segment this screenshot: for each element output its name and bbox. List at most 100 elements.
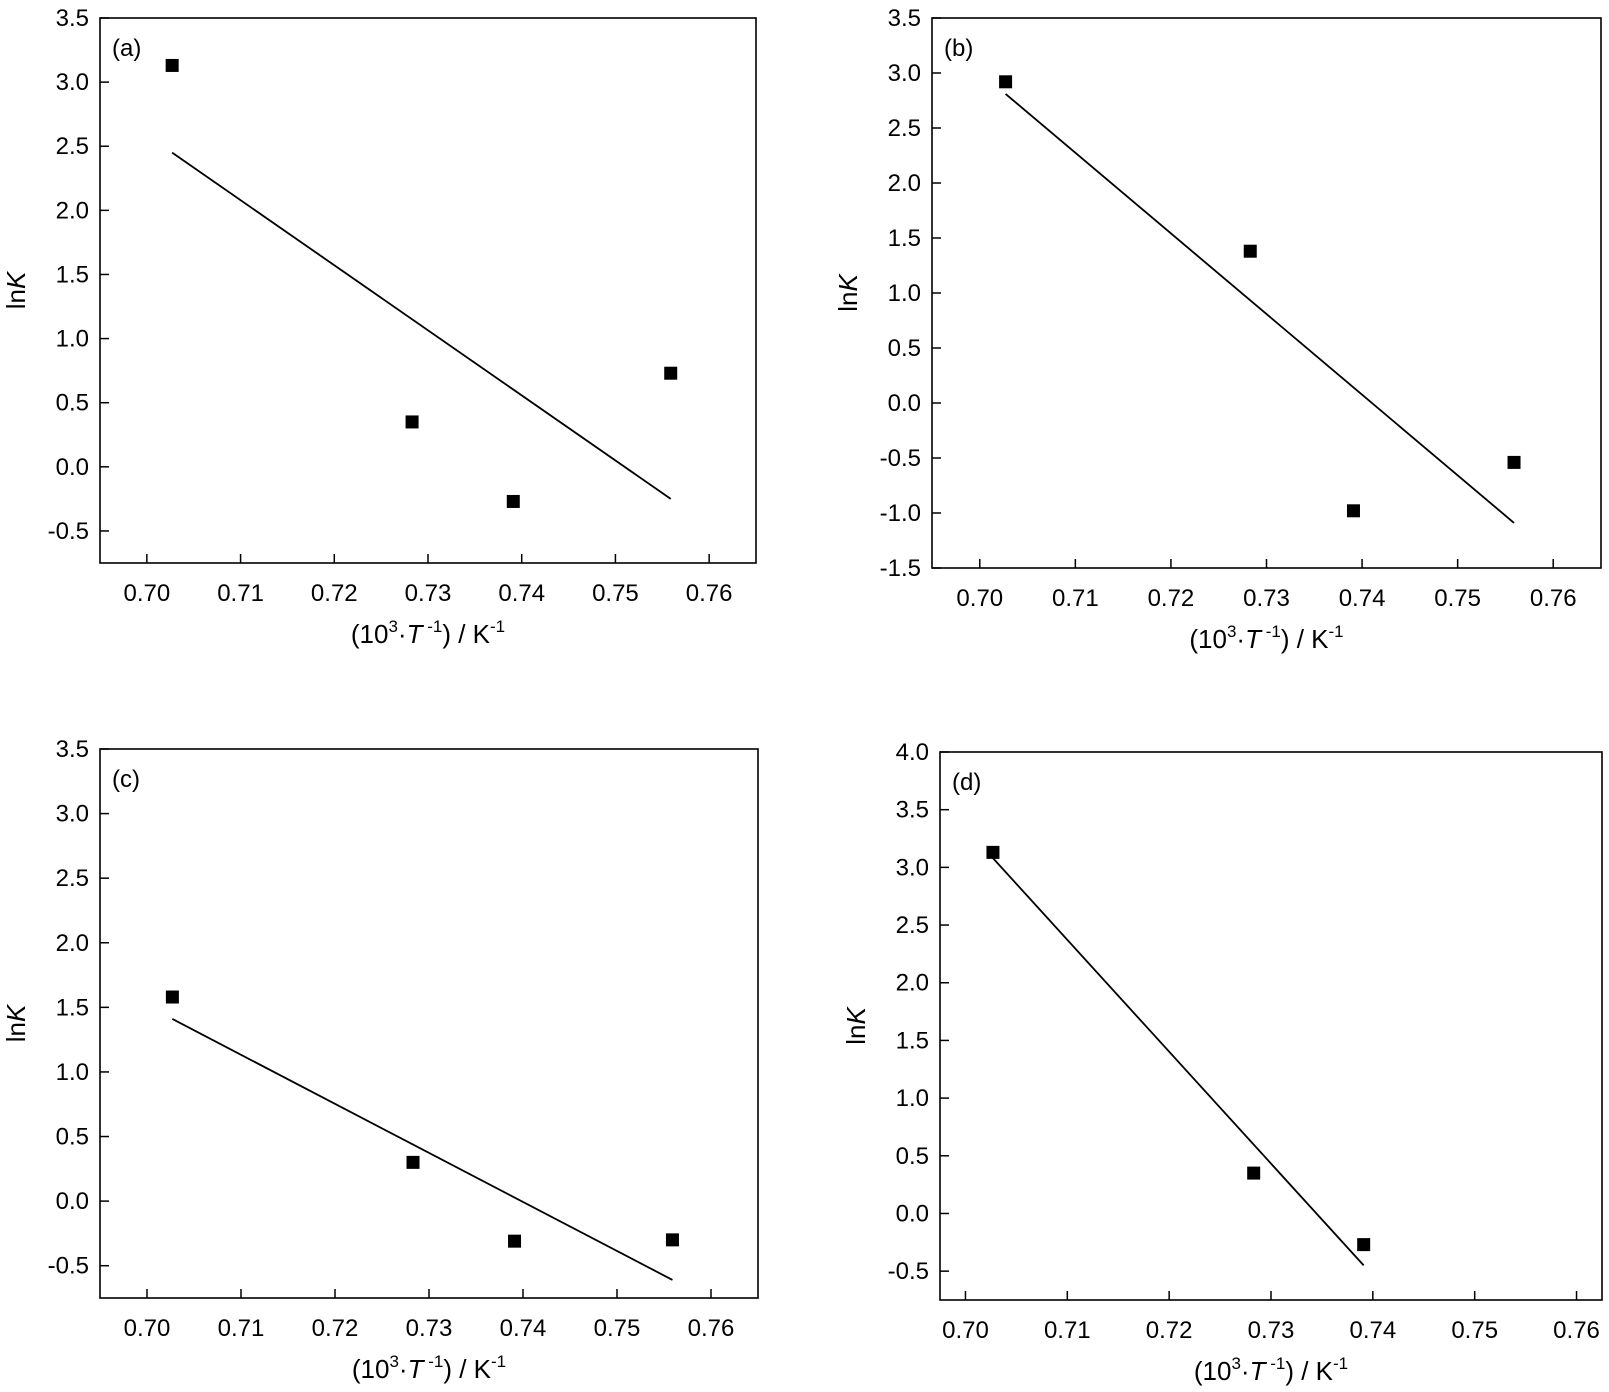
x-axis-label-exponent-2: -1: [423, 1352, 443, 1371]
y-axis-label: lnK: [1, 270, 31, 309]
x-tick-label: 0.75: [1434, 585, 1481, 612]
x-tick-label: 0.70: [124, 1315, 171, 1342]
data-point: [1346, 504, 1360, 518]
x-axis-label: (103·T -1) / K-1: [1194, 1354, 1348, 1386]
x-axis-label-open: (10: [351, 619, 389, 649]
y-tick-label: 1.5: [896, 1027, 929, 1054]
x-axis-label-exponent: 3: [1227, 622, 1236, 641]
y-axis-label: lnK: [833, 273, 863, 312]
data-point: [665, 1233, 679, 1247]
y-tick-label: 2.5: [56, 133, 89, 160]
y-tick-label: 0.0: [56, 1188, 89, 1215]
y-tick-label: 0.0: [888, 390, 921, 417]
x-tick-label: 0.76: [1530, 585, 1577, 612]
data-point: [406, 1155, 420, 1169]
y-tick-label: 3.5: [888, 5, 921, 32]
y-tick-label: 1.5: [56, 261, 89, 288]
data-point: [405, 415, 419, 429]
y-tick-label: 1.0: [56, 1059, 89, 1086]
y-axis-label-prefix: ln: [1, 289, 31, 309]
x-tick-label: 0.73: [405, 580, 452, 607]
y-tick-label: 3.0: [56, 801, 89, 828]
y-tick-label: -0.5: [48, 1253, 89, 1280]
y-tick-label: 3.0: [896, 854, 929, 881]
x-axis-label-unit: ) / K: [443, 1354, 491, 1384]
data-point: [664, 366, 678, 380]
fit-line: [992, 857, 1365, 1266]
x-tick-label: 0.71: [1052, 585, 1099, 612]
data-point: [999, 75, 1013, 89]
panel-label: (b): [944, 35, 973, 62]
x-axis-label: (103·T -1) / K-1: [351, 617, 505, 649]
y-axis-label-variable: K: [833, 273, 863, 292]
y-tick-label: 4.0: [896, 739, 929, 766]
y-axis-label-variable: K: [1, 270, 31, 289]
y-tick-label: 2.0: [56, 197, 89, 224]
x-axis-label-unit-exponent: -1: [491, 1352, 506, 1371]
x-axis-label-unit-exponent: -1: [1329, 622, 1344, 641]
data-point: [508, 1234, 522, 1248]
y-tick-label: 3.5: [896, 797, 929, 824]
x-tick-label: 0.74: [1349, 1317, 1396, 1344]
y-tick-label: -1.5: [880, 555, 921, 582]
x-axis-label-exponent-2: -1: [1261, 622, 1281, 641]
fit-line: [171, 151, 672, 500]
x-axis-label-dot: ·: [1241, 1356, 1250, 1386]
panel-label: (a): [112, 35, 141, 62]
x-axis-label-unit: ) / K: [1285, 1356, 1333, 1386]
x-tick-label: 0.73: [406, 1315, 453, 1342]
y-tick-label: 1.5: [888, 225, 921, 252]
x-tick-label: 0.75: [594, 1315, 641, 1342]
data-point: [1357, 1238, 1371, 1252]
x-tick-label: 0.72: [1148, 585, 1195, 612]
data-point: [986, 845, 1000, 859]
y-axis-label-prefix: ln: [841, 1025, 871, 1045]
x-axis-label-dot: ·: [399, 1354, 408, 1384]
x-axis-label-exponent: 3: [1231, 1354, 1240, 1373]
x-axis-label-unit: ) / K: [442, 619, 490, 649]
fit-line: [1005, 93, 1515, 524]
x-axis-label-open: (10: [1189, 624, 1227, 654]
y-tick-label: -0.5: [880, 445, 921, 472]
x-tick-label: 0.70: [123, 580, 170, 607]
x-axis-label-variable: T: [408, 1354, 426, 1384]
y-tick-label: 1.0: [888, 280, 921, 307]
x-tick-label: 0.71: [1044, 1317, 1091, 1344]
x-tick-label: 0.71: [217, 580, 264, 607]
x-axis-label-variable: T: [1245, 624, 1263, 654]
x-tick-label: 0.75: [1451, 1317, 1498, 1344]
x-tick-label: 0.72: [311, 580, 358, 607]
plot-frame: [931, 17, 1602, 569]
data-point: [1243, 244, 1257, 258]
x-axis-label-unit-exponent: -1: [1333, 1354, 1348, 1373]
y-axis-label: lnK: [1, 1003, 31, 1042]
y-tick-label: 0.5: [56, 1124, 89, 1151]
x-axis-label-exponent-2: -1: [422, 617, 442, 636]
panel-2: 0.70 0.71 0.72 0.73 0.74 0.75 0.76 -0.5 0.0 0.5 1.…: [1, 736, 759, 1384]
panel-1: 0.70 0.71 0.72 0.73 0.74 0.75 0.76 -1.5 -1.0 -0.5…: [833, 5, 1602, 654]
y-tick-label: 2.0: [56, 930, 89, 957]
y-tick-label: 1.0: [56, 326, 89, 353]
plot-frame: [99, 17, 757, 564]
x-tick-label: 0.73: [1248, 1317, 1295, 1344]
x-axis-label-open: (10: [352, 1354, 390, 1384]
y-tick-label: 2.5: [888, 115, 921, 142]
x-tick-label: 0.74: [500, 1315, 547, 1342]
x-axis-label-dot: ·: [1236, 624, 1245, 654]
x-tick-label: 0.71: [218, 1315, 265, 1342]
y-tick-label: 3.5: [56, 5, 89, 32]
panel-3: 0.70 0.71 0.72 0.73 0.74 0.75 0.76 -0.5 0.0 0.5 1.…: [841, 739, 1603, 1386]
y-tick-label: -1.0: [880, 500, 921, 527]
data-point: [506, 494, 520, 508]
x-tick-label: 0.70: [942, 1317, 989, 1344]
x-axis-label-exponent: 3: [389, 1352, 398, 1371]
y-tick-label: 0.0: [896, 1200, 929, 1227]
x-axis-label-exponent: 3: [388, 617, 397, 636]
y-axis-label: lnK: [841, 1006, 871, 1045]
y-tick-label: -0.5: [888, 1258, 929, 1285]
x-axis-label-open: (10: [1194, 1356, 1232, 1386]
y-axis-label-variable: K: [841, 1006, 871, 1025]
y-tick-label: 0.5: [56, 390, 89, 417]
x-tick-label: 0.72: [312, 1315, 359, 1342]
